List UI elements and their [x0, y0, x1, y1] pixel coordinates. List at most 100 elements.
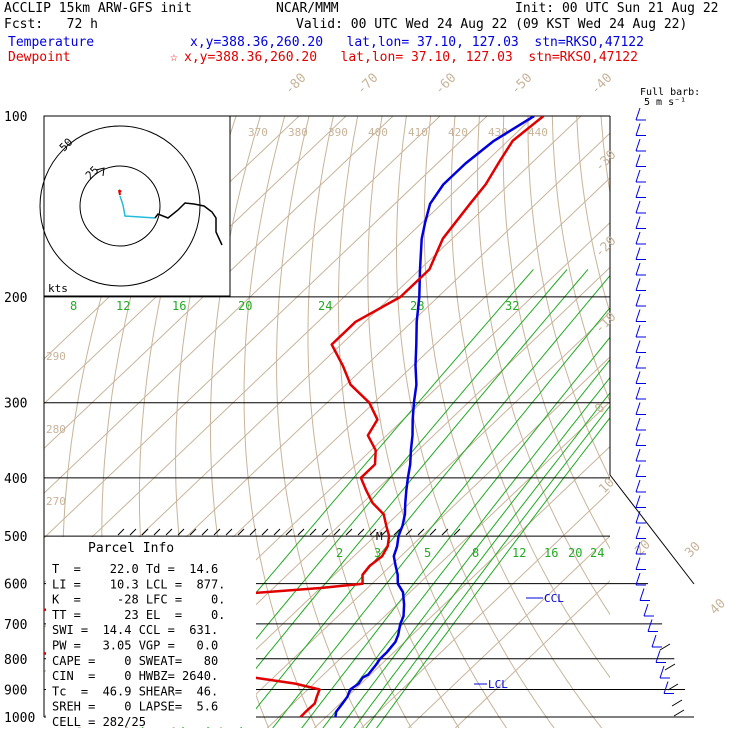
mixing-ratio-line — [272, 306, 610, 728]
wind-barb — [635, 557, 641, 570]
hatch-mark — [117, 528, 125, 536]
wind-barb — [635, 340, 641, 353]
pressure-labels: 100 200 300 400 500 600 700 800 900 1000 — [4, 110, 35, 726]
dry-adiabat-line — [600, 116, 610, 196]
temperature-profile — [334, 116, 535, 718]
isotherm-label: -40 — [588, 71, 615, 98]
wind-barb — [635, 572, 641, 586]
hatch-mark — [429, 528, 437, 536]
dewpoint-star-icon: ☆ — [170, 50, 178, 65]
wind-barb — [635, 402, 641, 415]
parcel-line: SWI = 14.4 CCL = 631. — [52, 623, 218, 637]
model-title: ACCLIP 15km ARW-GFS init — [4, 1, 192, 16]
org-label: NCAR/MMM — [276, 1, 339, 16]
isotherm-label: -70 — [354, 71, 381, 98]
temperature-location: x,y=388.36,260.20 lat,lon= 37.10, 127.03… — [190, 35, 644, 50]
isotherm-line — [44, 116, 488, 539]
hatch-mark — [261, 528, 269, 536]
mixing-ratio-label: 5 — [424, 546, 431, 560]
isotherm-label: -80 — [282, 71, 309, 98]
hatch-mark — [237, 528, 245, 536]
wind-barb — [635, 324, 641, 338]
mixing-ratio-label: 24 — [590, 546, 604, 560]
wind-barb — [635, 293, 641, 307]
dry-adiabat-line — [698, 116, 740, 730]
mixing-ratio-line — [301, 336, 610, 728]
hatch-mark — [141, 528, 149, 536]
hatch-mark — [129, 528, 137, 536]
mixing-ratio-line — [353, 392, 610, 728]
wind-barb — [635, 479, 641, 493]
pressure-label: 300 — [4, 397, 27, 412]
theta-label: 420 — [448, 126, 468, 139]
wind-barb-low — [667, 683, 679, 691]
dry-adiabat-line — [502, 116, 610, 550]
hodograph-ring — [79, 165, 161, 247]
dry-adiabat-line — [625, 116, 740, 730]
hatch-mark — [453, 528, 461, 536]
mixing-ratio-label: 32 — [505, 299, 519, 313]
wind-barb — [635, 448, 641, 462]
dry-adiabat-line — [307, 116, 412, 728]
isotherm-label: 40 — [707, 596, 729, 618]
isobars — [43, 115, 695, 718]
hatch-mark — [189, 528, 197, 536]
parcel-lines: T = 22.0 Td = 14.6LI = 10.3 LCL = 877. K … — [52, 562, 225, 729]
theta-label: 370 — [248, 126, 268, 139]
hatch-mark — [333, 528, 341, 536]
parcel-line: TT = 23 EL = 0. — [52, 608, 225, 622]
dry-adiabat-line — [674, 116, 740, 730]
isotherm-line — [360, 490, 610, 728]
mixing-ratio-label: 20 — [568, 546, 582, 560]
wind-barb-low — [664, 663, 676, 671]
isotherm-line — [266, 401, 610, 728]
mixing-ratio-line — [322, 358, 610, 728]
dry-adiabat-line — [551, 116, 610, 403]
isotherm-line — [172, 311, 610, 728]
hatch-mark — [297, 528, 305, 536]
header: ACCLIP 15km ARW-GFS init Fcst: 72 h NCAR… — [0, 0, 740, 70]
mixing-ratio-label: 12 — [116, 299, 130, 313]
theta-label: 280 — [46, 423, 66, 436]
dry-adiabat-line — [650, 116, 740, 730]
wind-barb — [635, 417, 641, 431]
wind-barb — [655, 650, 661, 663]
hatch-mark — [201, 528, 209, 536]
isotherm-label: 20 — [632, 537, 654, 559]
mixing-ratio-label: 20 — [238, 299, 252, 313]
parcel-line: CAPE = 0 SWEAT= 80 — [52, 654, 218, 668]
wind-barb — [635, 464, 641, 477]
ccl-label: CCL — [544, 592, 564, 605]
lcl-label: LCL — [488, 678, 508, 691]
parcel-line: PW = 3.05 VGP = 0.0 — [52, 639, 218, 653]
wind-barb-legend: Full barb: 5 m s⁻¹ — [640, 87, 700, 108]
hatch-mark — [165, 528, 173, 536]
hatch-mark — [405, 528, 413, 536]
parcel-line: CIN = 0 HWBZ= 2640. — [52, 669, 218, 683]
dry-adiabat-line — [450, 116, 610, 679]
mixing-ratio-label: 16 — [544, 546, 558, 560]
forecast-hour: Fcst: 72 h — [4, 17, 98, 32]
pressure-label: 500 — [4, 530, 27, 545]
hodograph-low-level — [118, 189, 122, 196]
hodograph-box — [43, 115, 231, 297]
parcel-title: Parcel Info — [88, 541, 174, 556]
dry-adiabat-line — [395, 116, 555, 728]
dry-adiabat-line — [276, 116, 365, 728]
temperature-legend-label: Temperature — [8, 35, 95, 50]
right-axis-lower — [609, 474, 695, 585]
wind-barb — [647, 619, 653, 632]
dry-adiabat-line — [337, 116, 460, 728]
hatch-mark — [213, 528, 221, 536]
pressure-label: 200 — [4, 291, 27, 306]
mixing-ratio-label: 8 — [472, 546, 479, 560]
wind-barb — [635, 169, 641, 183]
wind-barbs — [635, 107, 685, 717]
hodograph: kts 25 50 — [39, 115, 231, 297]
wind-barb — [635, 386, 641, 400]
wind-barb — [643, 603, 649, 617]
hatch-mark — [345, 528, 353, 536]
dry-adiabat-line — [423, 116, 603, 728]
theta-label: 410 — [408, 126, 428, 139]
wind-barb — [635, 107, 641, 121]
